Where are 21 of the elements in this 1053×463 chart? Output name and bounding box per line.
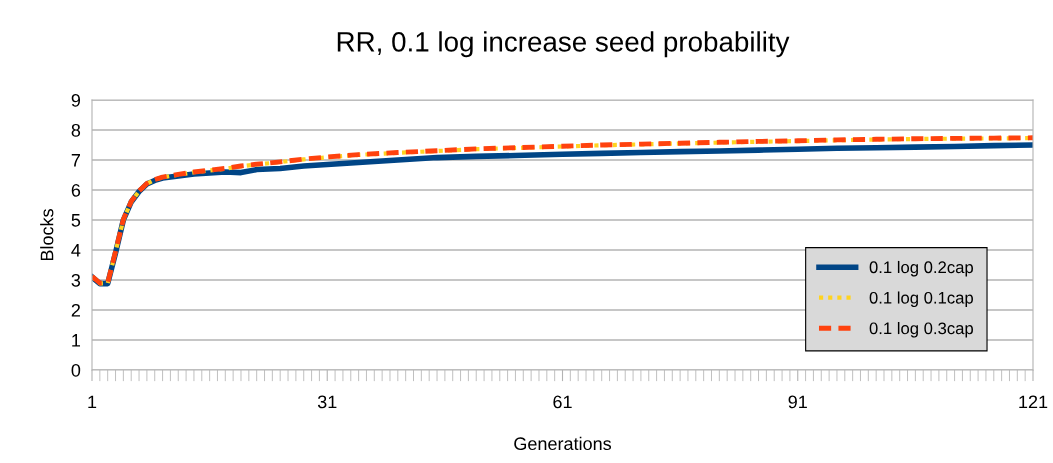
y-tick-label: 0 [71,363,81,377]
y-tick-label: 7 [71,154,80,167]
legend-label: 0.1 log 0.2cap [869,260,973,277]
y-tick-label: 5 [71,214,81,227]
y-tick-label: 4 [71,244,81,257]
y-tick-label: 2 [71,303,80,317]
chart-title: RR, 0.1 log increase seed probability [337,31,790,58]
x-tick-label: 1 [88,395,97,409]
y-tick-label: 9 [71,93,81,107]
y-tick-label: 6 [71,183,81,197]
x-tick-label: 121 [1019,395,1048,409]
x-tick-label: 31 [317,395,337,409]
y-tick-label: 8 [71,123,81,137]
y-tick-label: 1 [72,334,81,347]
y-axis-title: Blocks [40,209,54,261]
x-axis-title: Generations [514,436,612,451]
legend-label: 0.1 log 0.3cap [869,322,973,338]
y-tick-label: 3 [71,273,81,287]
legend-label: 0.1 log 0.1cap [869,291,973,307]
x-tick-label: 91 [788,395,807,409]
x-tick-label: 61 [553,395,572,409]
